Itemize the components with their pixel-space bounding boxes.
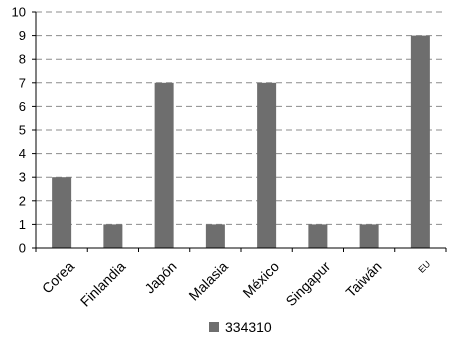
y-tick-label: 2	[19, 193, 26, 208]
y-tick-label: 7	[19, 75, 26, 90]
x-axis-labels: Corea Finlandia Japón Malasia México Singapur…	[35, 248, 447, 310]
bars	[52, 35, 430, 248]
bar	[205, 224, 225, 248]
bar	[52, 177, 72, 248]
y-tick-label: 1	[19, 217, 26, 232]
y-tick-label: 8	[19, 52, 26, 67]
x-category-label: Malasia	[185, 258, 231, 304]
bar	[410, 35, 430, 248]
gridlines	[36, 11, 446, 225]
y-tick-label: 0	[19, 241, 26, 256]
bar	[154, 82, 174, 248]
x-category-label: México	[239, 258, 282, 301]
bar	[359, 224, 379, 248]
bar	[257, 82, 277, 248]
y-tick-label: 9	[19, 28, 26, 43]
bar	[308, 224, 328, 248]
legend-label: 334310	[225, 319, 272, 335]
legend-swatch	[209, 322, 219, 332]
x-category-label: Japón	[141, 258, 179, 296]
y-tick-label: 10	[12, 5, 26, 20]
x-category-label: EU	[416, 259, 432, 275]
y-tick-label: 4	[19, 146, 26, 161]
x-category-label: Taiwán	[342, 258, 384, 300]
bar	[103, 224, 123, 248]
y-tick-label: 5	[19, 123, 26, 138]
y-tick-label: 6	[19, 99, 26, 114]
y-tick-label: 3	[19, 170, 26, 185]
y-axis-ticks: 0 1 2 3 4 5 6 7 8 9 10	[12, 5, 36, 256]
x-category-label: Finlandia	[77, 258, 129, 310]
legend: 334310	[209, 319, 272, 335]
x-category-label: Corea	[39, 258, 77, 296]
x-category-label: Singapur	[282, 258, 333, 309]
